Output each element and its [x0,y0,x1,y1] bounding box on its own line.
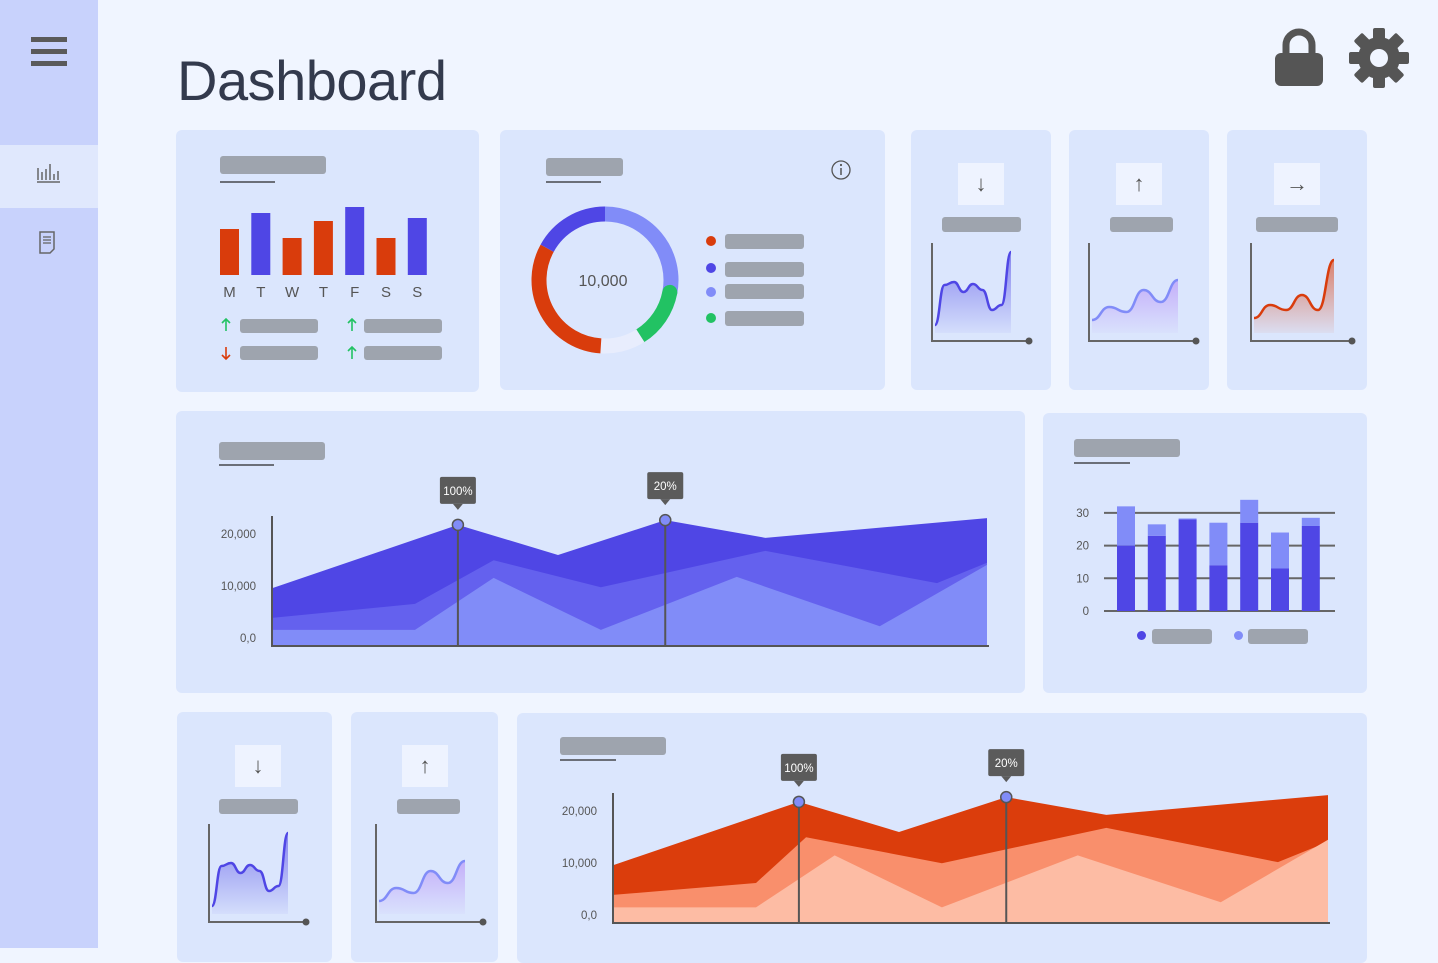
title-underline [1074,462,1130,464]
trend-card-down: ↓ [911,130,1051,390]
legend-placeholder [725,284,804,299]
bar-chart-icon [37,164,60,183]
legend-placeholder [725,234,804,249]
card-title-placeholder [1074,439,1180,457]
trend-card-flat: → [1227,130,1367,390]
stat-placeholder [364,346,442,360]
info-icon[interactable] [830,159,852,181]
sidebar [0,0,98,948]
arrow-down-icon[interactable]: ↓ [958,163,1004,205]
menu-icon[interactable] [31,37,67,71]
card-title-placeholder [546,158,623,176]
legend-placeholder [1248,629,1308,644]
trend-card-up-2: ↑ [351,712,498,962]
sidebar-item-reports[interactable] [0,215,98,270]
legend-placeholder [725,311,804,326]
legend-dot [1234,631,1243,640]
stat-placeholder [364,319,442,333]
area-chart-card-red [517,713,1367,963]
area-chart-card [176,411,1025,693]
card-title-placeholder [220,156,326,174]
legend-dot [1137,631,1146,640]
weekly-bar-card [176,130,479,392]
title-underline [546,181,601,183]
card-title-placeholder [560,737,666,755]
card-title-placeholder [1256,217,1338,232]
card-title-placeholder [942,217,1021,232]
title-underline [219,464,274,466]
trend-card-up: ↑ [1069,130,1209,390]
card-title-placeholder [219,442,325,460]
document-icon [39,231,55,254]
stat-placeholder [240,346,318,360]
card-title-placeholder [1110,217,1173,232]
page-title: Dashboard [177,49,447,112]
legend-placeholder [725,262,804,277]
trend-card-down-2: ↓ [177,712,332,962]
lock-icon[interactable] [1273,28,1325,88]
sidebar-item-analytics[interactable] [0,145,98,208]
stat-placeholder [240,319,318,333]
card-title-placeholder [219,799,298,814]
card-title-placeholder [397,799,460,814]
arrow-down-icon[interactable]: ↓ [235,745,281,787]
arrow-right-icon[interactable]: → [1274,163,1320,205]
title-underline [220,181,275,183]
donut-card [500,130,885,390]
legend-placeholder [1152,629,1212,644]
stacked-bar-card [1043,413,1367,693]
title-underline [560,759,616,761]
arrow-up-icon[interactable]: ↑ [402,745,448,787]
gear-icon[interactable] [1348,27,1410,89]
arrow-up-icon[interactable]: ↑ [1116,163,1162,205]
